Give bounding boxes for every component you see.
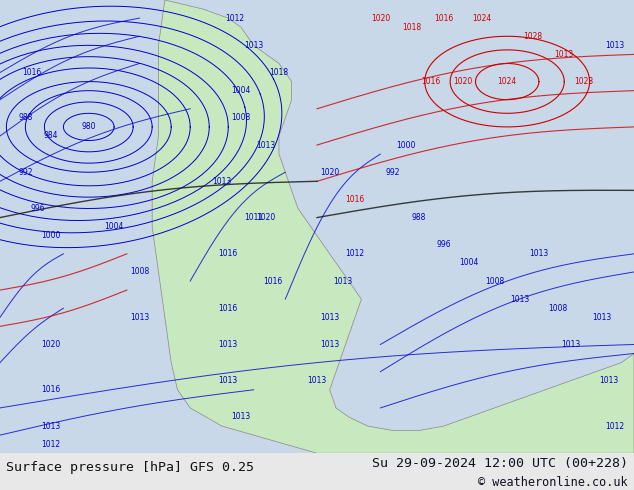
Text: 1008: 1008 — [130, 268, 149, 276]
Text: 1020: 1020 — [371, 14, 390, 23]
Text: 1000: 1000 — [41, 231, 60, 240]
Text: 1016: 1016 — [219, 304, 238, 313]
Text: 1013: 1013 — [41, 421, 60, 431]
Text: 992: 992 — [386, 168, 400, 177]
Text: 1016: 1016 — [263, 276, 282, 286]
Text: 1024: 1024 — [472, 14, 491, 23]
Text: 1012: 1012 — [346, 249, 365, 258]
Text: 1013: 1013 — [307, 376, 327, 385]
Text: 1013: 1013 — [212, 177, 231, 186]
Text: 1013: 1013 — [320, 340, 339, 349]
Text: 996: 996 — [30, 204, 46, 213]
Text: Su 29-09-2024 12:00 UTC (00+228): Su 29-09-2024 12:00 UTC (00+228) — [372, 457, 628, 469]
Text: 1004: 1004 — [460, 258, 479, 268]
Text: 988: 988 — [18, 113, 32, 122]
Text: 1008: 1008 — [548, 304, 567, 313]
Text: 1013: 1013 — [219, 340, 238, 349]
Text: 1013: 1013 — [555, 50, 574, 59]
Text: 1028: 1028 — [523, 32, 542, 41]
Text: 996: 996 — [436, 240, 451, 249]
Text: 1004: 1004 — [105, 222, 124, 231]
Text: 1020: 1020 — [320, 168, 339, 177]
Text: 1013: 1013 — [231, 413, 250, 421]
Text: 1013: 1013 — [130, 313, 149, 322]
Text: 1018: 1018 — [269, 68, 288, 77]
Text: 1011: 1011 — [244, 213, 263, 222]
Text: 1012: 1012 — [41, 440, 60, 449]
Text: 992: 992 — [18, 168, 32, 177]
Text: © weatheronline.co.uk: © weatheronline.co.uk — [478, 476, 628, 489]
Text: 1020: 1020 — [257, 213, 276, 222]
Text: 1013: 1013 — [599, 376, 618, 385]
Text: 1028: 1028 — [574, 77, 593, 86]
Text: 1013: 1013 — [529, 249, 548, 258]
Text: 1020: 1020 — [41, 340, 60, 349]
Text: 1018: 1018 — [403, 23, 422, 32]
Text: 980: 980 — [82, 122, 96, 131]
Text: 1008: 1008 — [485, 276, 504, 286]
Text: 1016: 1016 — [22, 68, 41, 77]
Text: 1016: 1016 — [422, 77, 441, 86]
Text: 988: 988 — [411, 213, 425, 222]
Text: 1013: 1013 — [510, 294, 529, 304]
Polygon shape — [152, 0, 634, 453]
Text: Surface pressure [hPa] GFS 0.25: Surface pressure [hPa] GFS 0.25 — [6, 462, 254, 474]
Text: 1004: 1004 — [231, 86, 250, 95]
Text: 1016: 1016 — [346, 195, 365, 204]
Text: 1020: 1020 — [453, 77, 472, 86]
Text: 1013: 1013 — [605, 41, 624, 50]
Text: 1012: 1012 — [605, 421, 624, 431]
Text: 1000: 1000 — [396, 141, 415, 149]
Text: 1013: 1013 — [593, 313, 612, 322]
Text: 984: 984 — [44, 131, 58, 141]
Text: 1024: 1024 — [498, 77, 517, 86]
Text: 1016: 1016 — [434, 14, 453, 23]
Text: 1013: 1013 — [257, 141, 276, 149]
Text: 1013: 1013 — [244, 41, 263, 50]
Text: 1013: 1013 — [561, 340, 580, 349]
Text: 1013: 1013 — [320, 313, 339, 322]
Text: 1013: 1013 — [333, 276, 352, 286]
Text: 1016: 1016 — [219, 249, 238, 258]
Text: 1012: 1012 — [225, 14, 244, 23]
Text: 1013: 1013 — [219, 376, 238, 385]
Text: 1008: 1008 — [231, 113, 250, 122]
Text: 1016: 1016 — [41, 385, 60, 394]
